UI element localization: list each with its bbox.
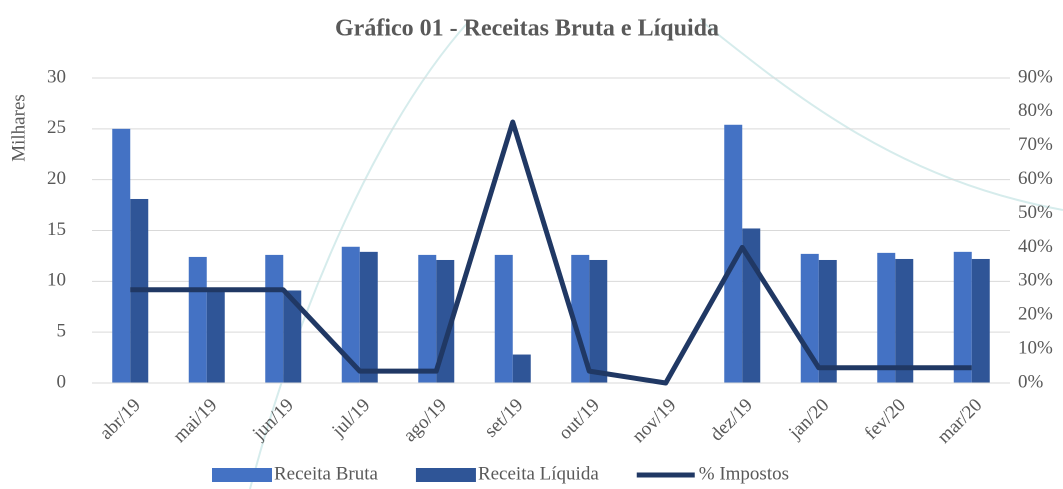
y-tick-label: 30 <box>47 66 66 87</box>
y2-tick-label: 50% <box>1018 202 1053 223</box>
bar <box>341 246 360 383</box>
bar <box>494 254 513 383</box>
y-axis-label: Milhares <box>8 94 29 162</box>
y2-tick-label: 10% <box>1018 337 1053 358</box>
x-tick-label: set/19 <box>480 395 527 442</box>
bar <box>724 124 743 384</box>
x-tick-label: jan/20 <box>784 395 833 444</box>
bar <box>265 254 284 383</box>
bar <box>359 251 378 383</box>
x-tick-label: ago/19 <box>399 395 450 446</box>
y-tick-label: 25 <box>47 117 66 138</box>
bar <box>877 252 896 383</box>
y2-tick-label: 30% <box>1018 270 1053 291</box>
x-tick-label: mai/19 <box>169 395 221 447</box>
y-tick-label: 15 <box>47 219 66 240</box>
bar <box>283 290 302 383</box>
legend-label: Receita Bruta <box>274 463 378 484</box>
bar <box>418 254 437 383</box>
bar <box>953 251 972 383</box>
y2-tick-label: 0% <box>1018 371 1044 392</box>
legend-swatch <box>415 468 476 482</box>
decor-curve <box>249 19 471 489</box>
x-tick-label: abr/19 <box>96 395 145 444</box>
x-tick-label: dez/19 <box>706 395 757 446</box>
y2-tick-label: 40% <box>1018 236 1053 257</box>
y-tick-label: 5 <box>57 321 67 342</box>
x-tick-label: jul/19 <box>327 395 374 442</box>
y-tick-label: 10 <box>47 270 66 291</box>
line-series <box>130 119 972 386</box>
legend-label: % Impostos <box>699 463 789 484</box>
y2-tick-label: 60% <box>1018 168 1053 189</box>
bar <box>818 259 837 383</box>
bar <box>512 354 531 383</box>
x-tick-label: fev/20 <box>861 395 910 444</box>
y-tick-label: 20 <box>47 168 66 189</box>
bar <box>188 256 207 383</box>
y2-tick-label: 70% <box>1018 134 1053 155</box>
legend-label: Receita Líquida <box>478 463 599 484</box>
bar <box>112 128 131 383</box>
x-tick-label: mar/20 <box>933 395 986 448</box>
legend-swatch <box>212 468 272 482</box>
x-tick-label: jun/19 <box>248 395 298 445</box>
x-tick-label: out/19 <box>555 395 604 444</box>
bar <box>895 258 914 383</box>
bar <box>589 259 608 383</box>
y2-tick-label: 90% <box>1018 66 1053 87</box>
decor-curve <box>699 19 1063 211</box>
bar <box>971 258 990 383</box>
chart-title: Gráfico 01 - Receitas Bruta e Líquida <box>335 16 719 42</box>
y-tick-label: 0 <box>57 371 67 392</box>
x-tick-label: nov/19 <box>628 395 680 447</box>
y2-tick-label: 80% <box>1018 100 1053 121</box>
bar <box>206 289 225 383</box>
y2-tick-label: 20% <box>1018 304 1053 325</box>
